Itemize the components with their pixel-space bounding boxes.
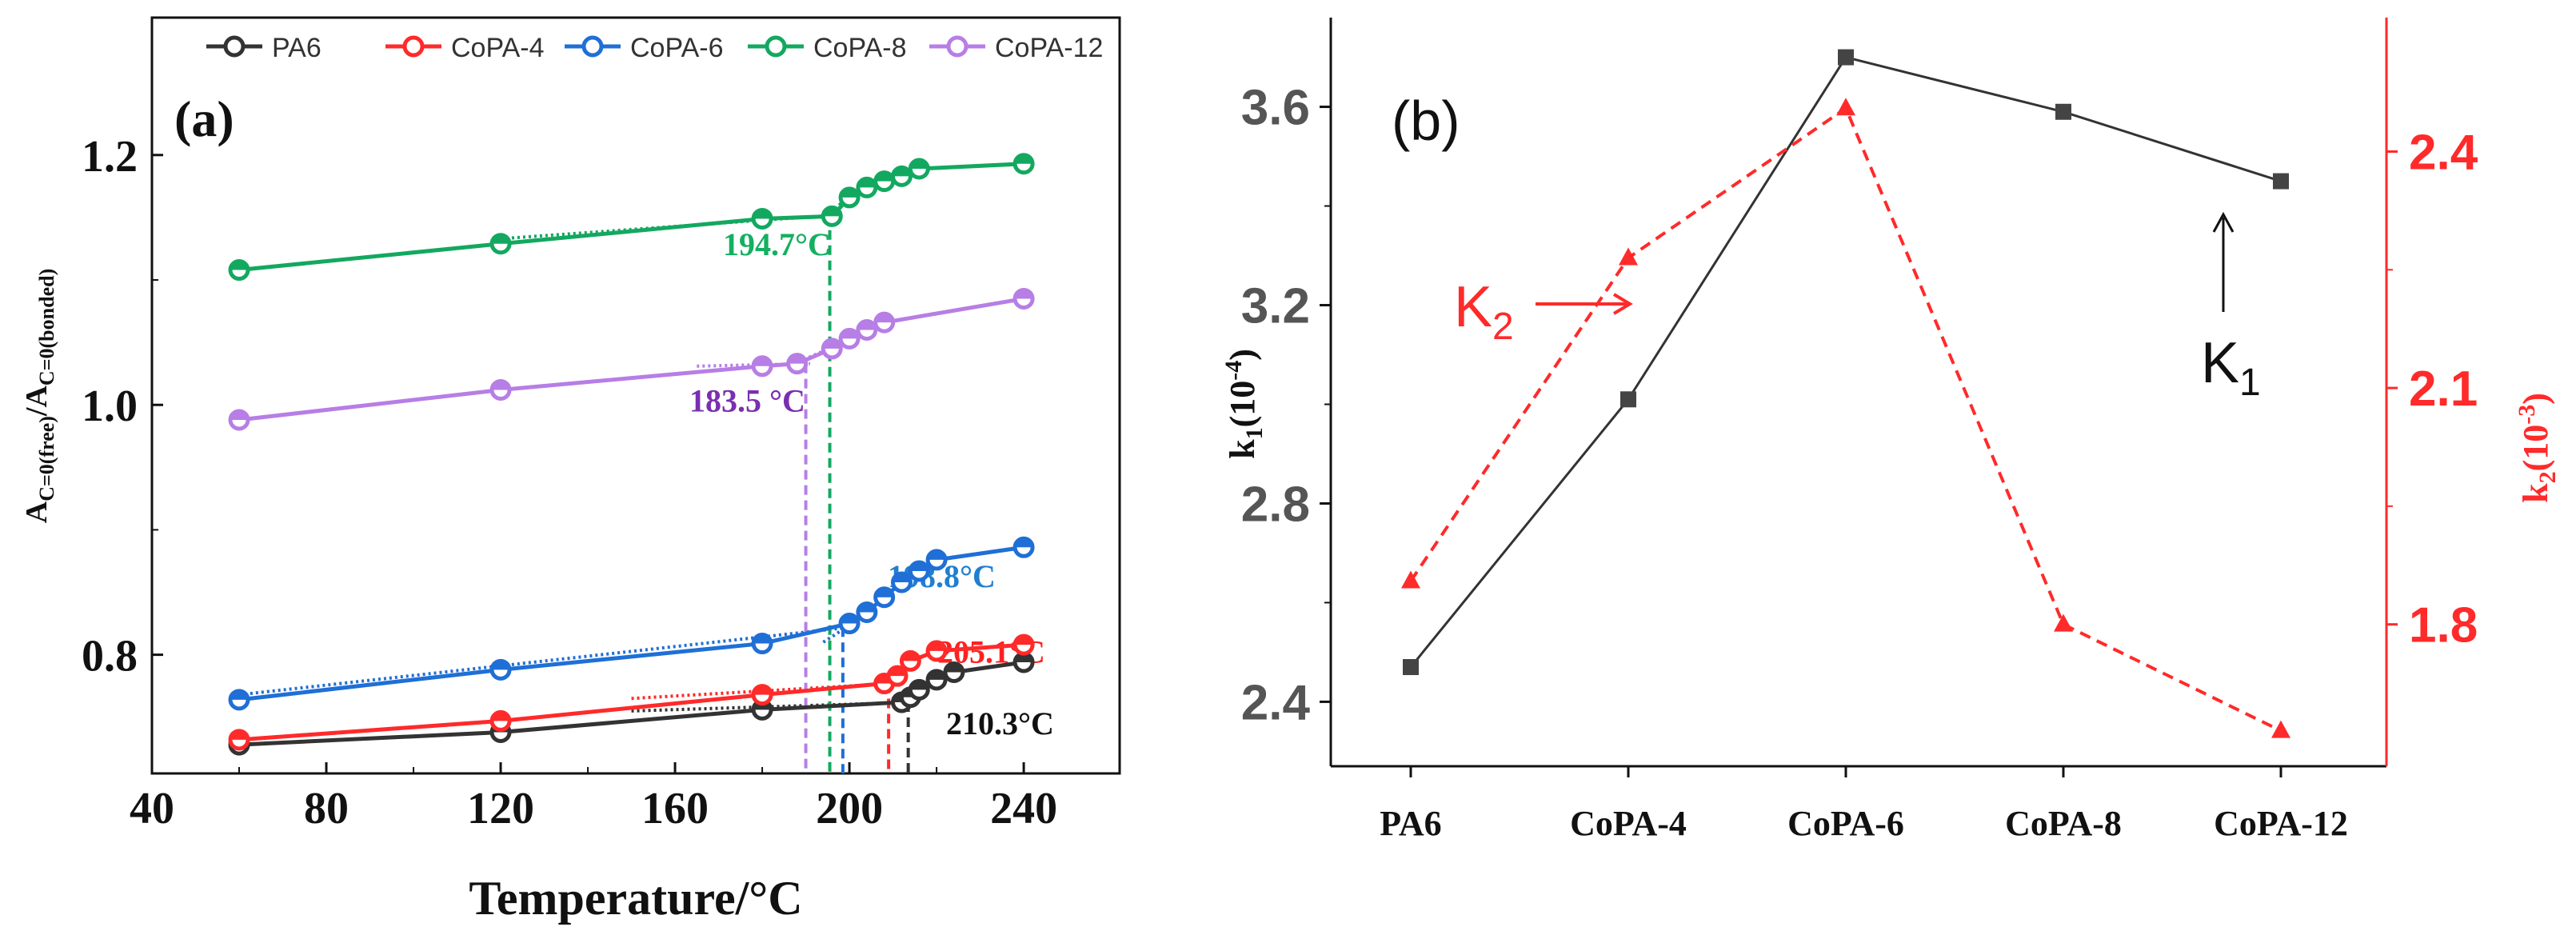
y-axis-label-right-b: k2(10-3) — [2514, 393, 2561, 503]
data-point-k1 — [2055, 104, 2071, 120]
annotation-k2-sub: 2 — [1492, 306, 1514, 348]
y-axis-label-left-b: k1(10-4) — [1220, 349, 1268, 459]
series-line-k1 — [1411, 58, 2281, 667]
data-point-k1 — [1620, 391, 1636, 407]
y-left-unit: (10 — [1223, 381, 1262, 428]
legend-label-copa4: CoPA-4 — [451, 33, 545, 63]
category-label-b: CoPA-12 — [2214, 804, 2348, 843]
y-right-base: k — [2516, 483, 2555, 503]
legend-entry-copa6: CoPA-6 — [565, 33, 724, 63]
series-line-copa12 — [239, 298, 1024, 420]
legend-label-pa6: PA6 — [272, 33, 322, 63]
data-point-k2 — [1619, 248, 1638, 266]
y-tick-label-left-b: 3.2 — [1241, 279, 1310, 334]
transition-label-copa12: 183.5 °C — [689, 383, 805, 419]
data-point-k1 — [1838, 50, 1854, 66]
category-label-b: CoPA-6 — [1787, 804, 1904, 843]
legend-entry-copa12: CoPA-12 — [929, 33, 1103, 63]
x-axis-label-a: Temperature/°C — [469, 872, 802, 925]
y-label-a-sub1: C=0(free) — [35, 416, 58, 501]
annotation-k1: K1 — [2201, 331, 2261, 404]
x-tick-label-a: 120 — [467, 784, 534, 833]
data-point-k2 — [1836, 98, 1855, 115]
transition-label-pa6: 210.3°C — [946, 705, 1054, 741]
y-right-close: ) — [2516, 393, 2555, 405]
y-left-exp: -4 — [1220, 361, 1247, 381]
legend-label-copa6: CoPA-6 — [630, 33, 724, 63]
y-tick-label-right-b: 1.8 — [2409, 598, 2478, 653]
legend-entry-copa8: CoPA-8 — [748, 33, 907, 63]
annotation-k2-base: K — [1454, 275, 1492, 339]
y-label-a-part1: A — [20, 501, 54, 523]
annotation-k2-arrow — [1536, 294, 1630, 314]
data-point-k2 — [2054, 614, 2073, 632]
y-tick-label-left-b: 2.4 — [1241, 675, 1311, 730]
data-point-k1 — [2273, 174, 2289, 190]
y-tick-label-a: 1.0 — [82, 382, 138, 431]
figure: 40 80 120 160 200 2400.81.01.2 210.3°C205.1°C… — [0, 0, 2576, 939]
axis-ticks-b: PA6 CoPA-4 CoPA-6 CoPA-8 CoPA-12 2.4 2.8 3.2 3.6… — [1241, 81, 2478, 843]
series-line-k2 — [1411, 108, 2281, 730]
series-group-a — [230, 155, 1032, 753]
legend-label-copa12: CoPA-12 — [995, 33, 1103, 63]
legend-entry-copa4: CoPA-4 — [385, 33, 545, 63]
panel-b: PA6 CoPA-4 CoPA-6 CoPA-8 CoPA-12 2.4 2.8 3.2 3.6… — [1220, 18, 2561, 843]
category-label-b: PA6 — [1380, 804, 1441, 843]
y-right-sub: 2 — [2534, 471, 2561, 483]
x-tick-label-a: 200 — [816, 784, 883, 833]
y-label-a-part2: A — [20, 386, 54, 408]
category-label-b: CoPA-4 — [1570, 804, 1687, 843]
y-axis-label-a: AC=0(free)/AC=0(bonded) — [20, 269, 58, 523]
x-tick-label-a: 80 — [304, 784, 349, 833]
y-tick-label-left-b: 3.6 — [1241, 81, 1310, 136]
y-right-exp: -3 — [2514, 405, 2540, 425]
legend-label-copa8: CoPA-8 — [813, 33, 907, 63]
y-label-a-slash: / — [20, 407, 54, 417]
y-tick-label-left-b: 2.8 — [1241, 477, 1310, 532]
y-label-a-sub2: C=0(bonded) — [35, 269, 58, 386]
annotation-k1-base: K — [2201, 331, 2239, 395]
panel-label-b: (b) — [1392, 90, 1460, 152]
y-left-close: ) — [1223, 349, 1262, 361]
x-tick-label-a: 40 — [130, 784, 174, 833]
annotation-k1-sub: 1 — [2239, 362, 2261, 404]
transition-label-copa8: 194.7°C — [723, 226, 831, 262]
x-tick-label-a: 240 — [990, 784, 1057, 833]
y-tick-label-a: 1.2 — [82, 132, 138, 182]
y-left-base: k — [1223, 439, 1262, 459]
y-tick-label-a: 0.8 — [82, 632, 138, 681]
category-label-b: CoPA-8 — [2005, 804, 2122, 843]
annotation-k1-arrow — [2214, 214, 2233, 312]
legend-entry-pa6: PA6 — [206, 33, 322, 63]
panel-label-a: (a) — [174, 90, 234, 147]
data-point-k2 — [2271, 721, 2290, 738]
y-tick-label-right-b: 2.4 — [2409, 125, 2478, 180]
x-tick-label-a: 160 — [641, 784, 709, 833]
annotation-k2: K2 — [1454, 275, 1514, 348]
data-point-k1 — [1403, 659, 1419, 675]
series-group-b — [1401, 50, 2290, 738]
y-left-sub: 1 — [1241, 427, 1268, 439]
legend-a: PA6 CoPA-4 CoPA-6 CoPA-8 CoPA-12 — [206, 33, 1103, 63]
y-tick-label-right-b: 2.1 — [2409, 362, 2478, 417]
y-right-unit: (10 — [2516, 425, 2555, 472]
